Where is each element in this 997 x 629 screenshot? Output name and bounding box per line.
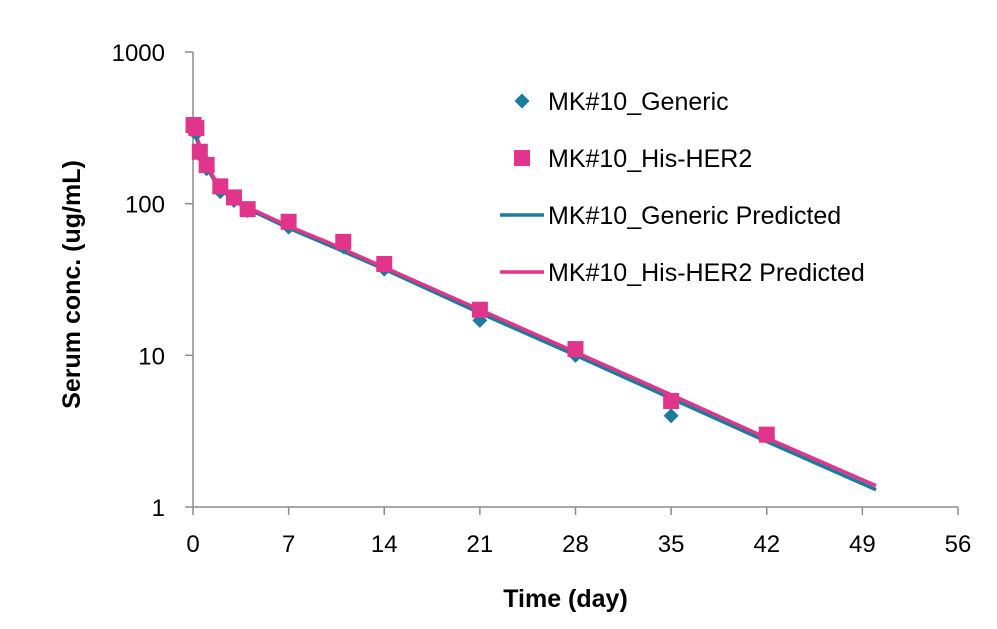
- x-tick-label: 35: [658, 531, 685, 558]
- y-axis-title: Serum conc. (ug/mL): [58, 160, 86, 409]
- legend: MK#10_Generic MK#10_His-HER2 MK#10_Generic…: [500, 88, 865, 287]
- y-tick-label: 100: [125, 192, 165, 219]
- series-1-point: [376, 256, 393, 273]
- legend-marker: [514, 93, 530, 109]
- series-1-point: [212, 178, 229, 195]
- x-tick-label: 49: [849, 531, 876, 558]
- y-tick-label: 10: [138, 343, 165, 370]
- x-tick-label: 28: [562, 531, 589, 558]
- series-1-point: [198, 156, 215, 173]
- y-tick-label: 1: [152, 495, 165, 522]
- x-tick-label: 0: [186, 531, 199, 558]
- series-1-point: [191, 143, 208, 160]
- legend-marker: [514, 150, 530, 166]
- x-axis-title: Time (day): [503, 585, 628, 613]
- legend-label: MK#10_Generic Predicted: [548, 202, 841, 230]
- x-tick-label: 56: [945, 531, 972, 558]
- series-1-point: [471, 301, 488, 318]
- series-1-point: [280, 213, 297, 230]
- x-tick-label: 14: [371, 531, 398, 558]
- x-tick-label: 42: [753, 531, 780, 558]
- legend-label: MK#10_His-HER2: [548, 145, 752, 173]
- series-1-point: [567, 341, 584, 358]
- series-1-point: [663, 392, 680, 409]
- x-tick-label: 7: [282, 531, 295, 558]
- y-tick-label: 1000: [112, 40, 165, 67]
- axes: 0 7 14 21 28 35 42 49 56 1 10 100 1000: [112, 40, 972, 558]
- legend-label: MK#10_His-HER2 Predicted: [548, 259, 865, 287]
- series-1-point: [188, 120, 205, 137]
- series-0-point: [663, 408, 679, 424]
- series-1-point: [239, 201, 256, 218]
- series-layer: [185, 117, 877, 492]
- series-1-point: [225, 189, 242, 206]
- x-tick-label: 21: [467, 531, 494, 558]
- series-1-point: [758, 426, 775, 443]
- series-1-point: [335, 233, 352, 250]
- legend-label: MK#10_Generic: [548, 88, 729, 116]
